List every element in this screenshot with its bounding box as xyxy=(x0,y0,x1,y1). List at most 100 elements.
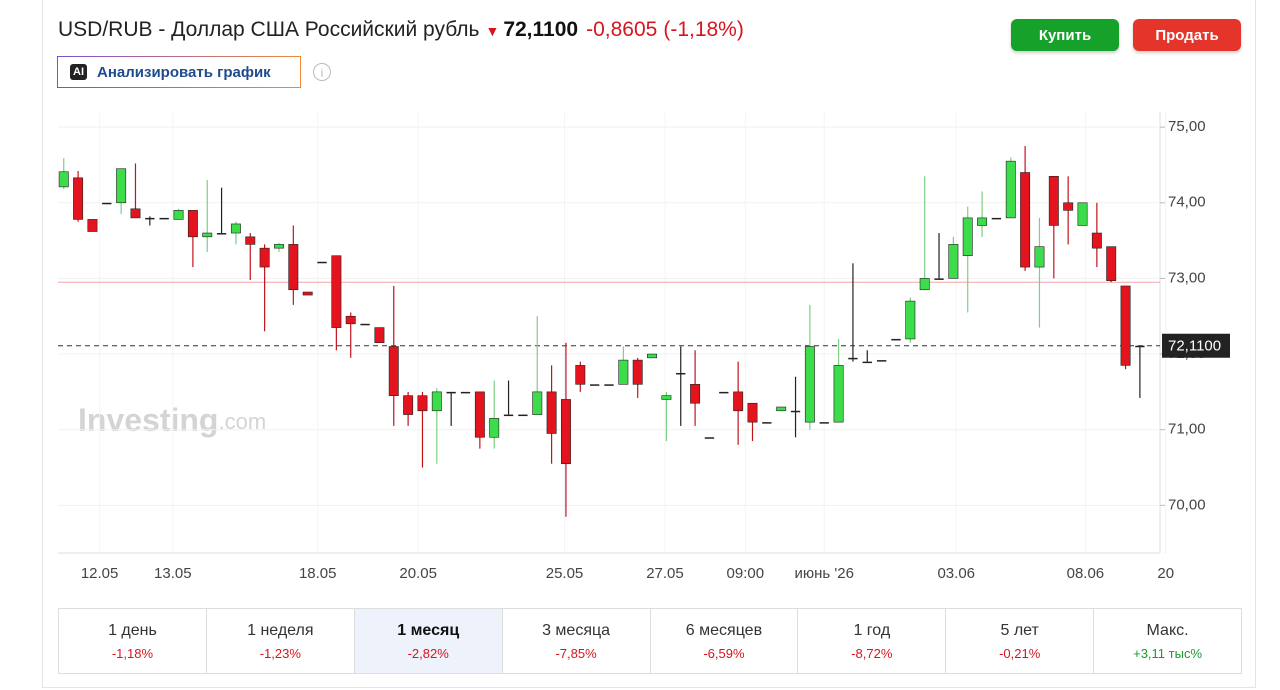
candle-body xyxy=(919,278,930,291)
candle-body xyxy=(503,414,514,417)
period-change: +3,11 тыс% xyxy=(1133,645,1203,661)
candle-body xyxy=(632,359,643,385)
candle-body xyxy=(202,232,213,238)
period-label: 6 месяцев xyxy=(685,621,763,639)
candle-body xyxy=(962,217,973,257)
candle-body xyxy=(891,338,901,341)
candle-body xyxy=(604,384,614,386)
ai-badge: AI xyxy=(70,64,87,80)
candle-body xyxy=(661,395,672,400)
candle-body xyxy=(532,391,543,415)
period-label: 1 месяц xyxy=(397,621,460,639)
candle-body xyxy=(403,395,414,415)
period-change: -0,21% xyxy=(999,645,1041,661)
candle-body xyxy=(589,384,600,386)
candle-body xyxy=(518,414,528,417)
candle-body xyxy=(676,372,686,375)
x-tick-label: 13.05 xyxy=(154,565,192,582)
down-arrow: ▼ xyxy=(485,23,500,39)
candle-body xyxy=(862,361,872,364)
candle-body xyxy=(690,384,701,404)
candle-body xyxy=(991,217,1002,220)
candle-body xyxy=(431,391,442,412)
candle-body xyxy=(762,422,772,424)
candle-body xyxy=(575,365,586,385)
candle-body xyxy=(1048,175,1059,226)
candle-body xyxy=(1063,202,1074,211)
period-tab[interactable]: 1 неделя -1,23% xyxy=(207,609,355,673)
x-tick-label: 25.05 xyxy=(546,565,584,582)
candle-body xyxy=(1020,172,1031,268)
candle-body xyxy=(317,261,327,264)
candle-body xyxy=(1077,202,1088,226)
y-tick-label: 74,00 xyxy=(1168,194,1206,211)
period-tab[interactable]: 5 лет -0,21% xyxy=(946,609,1095,673)
change: -0,8605 xyxy=(586,18,658,41)
candle-body xyxy=(187,210,198,238)
candle-body xyxy=(159,217,169,220)
candle-body xyxy=(58,171,69,188)
candle-body xyxy=(331,255,342,328)
period-tab[interactable]: 6 месяцев -6,59% xyxy=(651,609,799,673)
period-label: 5 лет xyxy=(1000,621,1039,639)
period-label: 3 месяца xyxy=(542,621,611,639)
period-change: -6,59% xyxy=(703,645,745,661)
candle-body xyxy=(618,359,629,385)
candle-body xyxy=(360,323,370,326)
x-tick-label: 03.06 xyxy=(937,565,975,582)
candle-body xyxy=(173,210,184,220)
candle-body xyxy=(417,395,428,412)
candle-body xyxy=(560,399,571,465)
price-tag-bg xyxy=(1162,333,1230,358)
candle-body xyxy=(719,391,729,394)
candle-body xyxy=(848,357,858,360)
y-tick-label: 71,00 xyxy=(1168,421,1206,438)
price-tag: 72,1100 xyxy=(1168,338,1221,355)
candle-body xyxy=(1106,246,1117,281)
x-tick-label: 09:00 xyxy=(727,565,765,582)
period-change: -7,85% xyxy=(555,645,597,661)
period-tab[interactable]: 1 год -8,72% xyxy=(798,609,947,673)
info-icon[interactable]: i xyxy=(313,63,331,81)
candle-body xyxy=(245,236,256,245)
period-bar: 1 день -1,18% 1 неделя -1,23% 1 месяц -2,82% 3… xyxy=(58,608,1242,674)
candle-body xyxy=(776,406,787,412)
sell-button[interactable]: Продать xyxy=(1133,19,1241,51)
period-label: 1 день xyxy=(108,621,157,639)
period-tab[interactable]: 1 день -1,18% xyxy=(59,609,207,673)
candle-body xyxy=(747,402,758,423)
y-tick-label: 70,00 xyxy=(1168,496,1206,513)
candle-body xyxy=(116,168,127,204)
buy-button[interactable]: Купить xyxy=(1011,19,1119,51)
period-tab[interactable]: Макс. +3,11 тыс% xyxy=(1094,609,1241,673)
candle-body xyxy=(1135,345,1145,348)
candle-body xyxy=(73,177,84,220)
y-tick-label: 73,00 xyxy=(1168,269,1206,286)
candle-body xyxy=(819,422,829,424)
candle-body xyxy=(374,327,385,344)
candle-body xyxy=(948,244,959,279)
candle-body xyxy=(302,291,313,296)
candle-body xyxy=(546,391,557,434)
period-change: -8,72% xyxy=(851,645,893,661)
candle-body xyxy=(102,202,112,205)
price: 72,1100 xyxy=(503,18,579,41)
analyze-button[interactable]: AI Анализировать график xyxy=(57,56,301,88)
candle-body xyxy=(460,391,471,394)
candle-body xyxy=(87,219,98,232)
x-tick-label: июнь '26 xyxy=(795,565,854,582)
candle-body xyxy=(259,247,270,268)
period-label: Макс. xyxy=(1146,621,1189,639)
candle-body xyxy=(388,346,399,396)
candle-body xyxy=(1091,232,1102,249)
candle-body xyxy=(474,391,485,438)
period-tab[interactable]: 3 месяца -7,85% xyxy=(503,609,651,673)
period-tab[interactable]: 1 месяц -2,82% xyxy=(354,609,503,673)
candle-body xyxy=(1120,285,1131,366)
candle-body xyxy=(647,353,658,359)
y-tick-label: 75,00 xyxy=(1168,118,1206,135)
x-tick-label: 08.06 xyxy=(1067,565,1105,582)
candle-body xyxy=(934,278,944,280)
candle-body xyxy=(704,437,715,439)
